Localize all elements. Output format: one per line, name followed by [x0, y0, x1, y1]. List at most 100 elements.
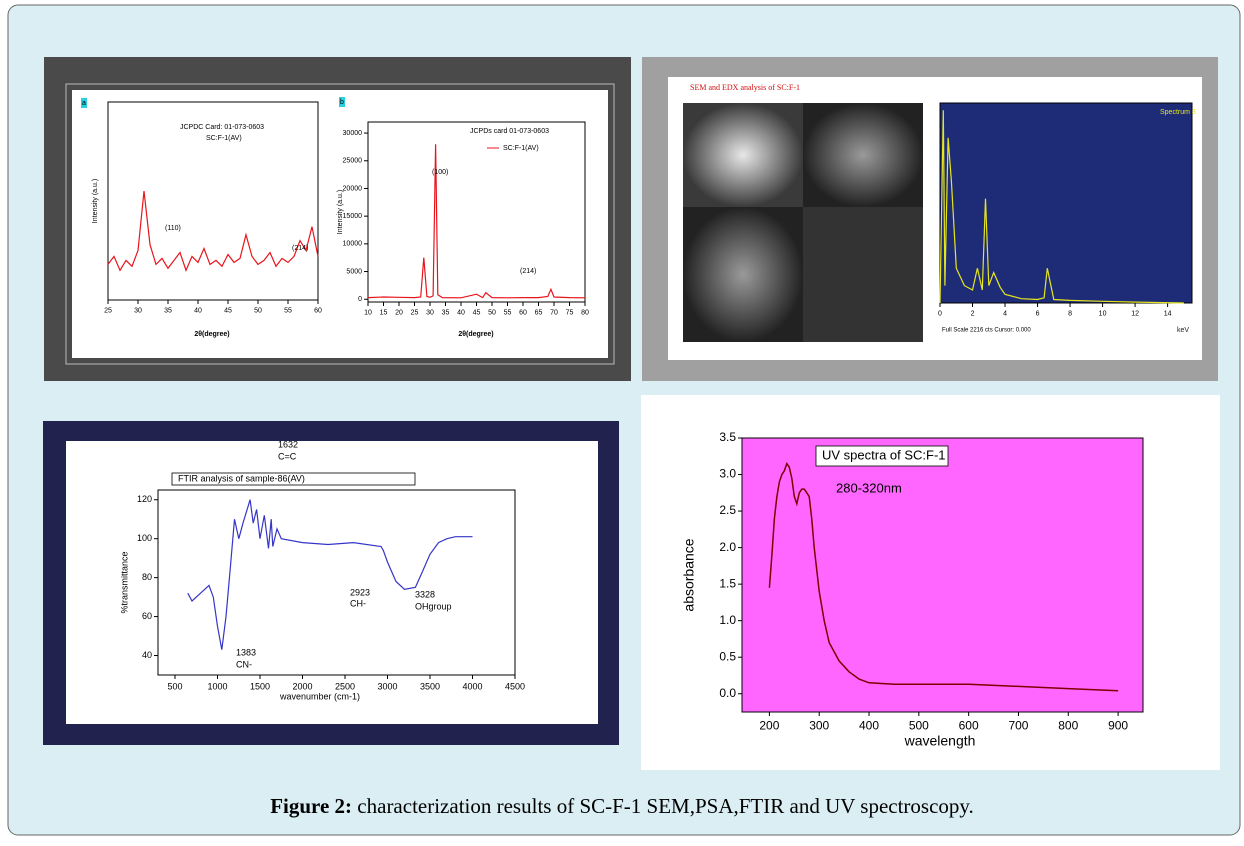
annotation: (214) [520, 268, 536, 275]
annotation: CN- [236, 659, 252, 669]
x-tick-label: 50 [488, 310, 496, 317]
panel-a-frame [65, 83, 615, 365]
annotation: JCPDC Card: 01-073-0603 [180, 124, 264, 131]
x-tick-label: 20 [395, 310, 403, 317]
legend-label: Spectrum 3 [1160, 109, 1196, 116]
x-tick-label: 2000 [292, 682, 312, 692]
y-axis-label: Intensity (a.u.) [92, 179, 99, 223]
x-tick-label: 12 [1131, 311, 1139, 318]
x-tick-label: 2500 [335, 682, 355, 692]
y-tick-label: 80 [142, 572, 152, 582]
y-tick-label: 30000 [343, 130, 363, 137]
x-tick-label: 35 [164, 308, 172, 315]
y-tick-label: 3.0 [719, 467, 736, 481]
x-tick-label: 10 [1099, 311, 1107, 318]
x-tick-label: 40 [457, 310, 465, 317]
sem-image [803, 103, 923, 207]
data-line [939, 110, 1184, 304]
annotation: 280-320nm [836, 480, 902, 495]
data-line [187, 499, 473, 650]
y-tick-label: 10000 [343, 241, 363, 248]
annotation: (110) [165, 225, 181, 232]
chart-title: FTIR analysis of sample-86(AV) [178, 473, 305, 483]
x-tick-label: 2 [971, 311, 975, 318]
y-tick-label: 2.5 [719, 503, 736, 517]
x-tick-label: 55 [504, 310, 512, 317]
x-tick-label: 70 [550, 310, 558, 317]
x-tick-label: 40 [194, 308, 202, 315]
data-line [768, 461, 1119, 692]
title-box [171, 472, 416, 486]
y-tick-label: 2.0 [719, 540, 736, 554]
x-tick-label: 55 [284, 308, 292, 315]
x-tick-label: 1500 [250, 682, 270, 692]
chart-title: UV spectra of SC:F-1 [822, 447, 946, 462]
x-tick-label: 0 [938, 311, 942, 318]
data-line [107, 191, 319, 272]
y-tick-label: 0.5 [719, 649, 736, 663]
y-axis-label: %transmittance [119, 551, 129, 613]
x-tick-label: 80 [581, 310, 589, 317]
annotation: OHgroup [415, 601, 452, 611]
annotation: (214) [292, 245, 308, 252]
y-tick-label: 15000 [343, 213, 363, 220]
y-tick-label: 0.0 [719, 686, 736, 700]
sem-image [803, 207, 923, 342]
x-tick-label: 30 [134, 308, 142, 315]
x-tick-label: 400 [859, 719, 879, 733]
plot-frame [157, 489, 516, 676]
x-tick-label: 500 [167, 682, 182, 692]
y-tick-label: 1.5 [719, 576, 736, 590]
panel-label-bg [81, 98, 87, 108]
legend-label: SC:F-1(AV) [503, 145, 539, 152]
x-tick-label: 3000 [377, 682, 397, 692]
x-tick-label: 4 [1003, 311, 1007, 318]
x-tick-label: 30 [426, 310, 434, 317]
y-tick-label: 40 [142, 650, 152, 660]
x-tick-label: 25 [411, 310, 419, 317]
x-axis-label: 2θ(degree) [194, 331, 229, 338]
y-tick-label: 25000 [343, 158, 363, 165]
title-box [815, 445, 949, 467]
x-tick-label: 8 [1068, 311, 1072, 318]
x-tick-label: 25 [104, 308, 112, 315]
y-tick-label: 20000 [343, 185, 363, 192]
data-line [367, 144, 586, 299]
x-tick-label: 6 [1036, 311, 1040, 318]
annotation: 2923 [350, 587, 370, 597]
annotation: 3328 [415, 589, 435, 599]
plot-frame [741, 437, 1144, 713]
caption-label: Figure 2: [270, 794, 352, 818]
annotation: 1383 [236, 647, 256, 657]
y-tick-label: 5000 [346, 268, 362, 275]
x-axis-label: wavenumber (cm-1) [279, 691, 360, 701]
x-tick-label: 700 [1008, 719, 1028, 733]
y-tick-label: 3.5 [719, 430, 736, 444]
panel-label: b [340, 99, 344, 106]
y-axis-label: Intensity (a.u.) [337, 190, 344, 234]
panel-label: a [82, 100, 86, 107]
annotation: CH- [350, 598, 366, 608]
annotation: SC:F-1(AV) [206, 135, 242, 142]
x-tick-label: 10 [364, 310, 372, 317]
chart-title: SEM and EDX analysis of SC:F-1 [690, 83, 800, 92]
x-axis-label: wavelength [904, 733, 976, 749]
x-tick-label: 75 [566, 310, 574, 317]
x-axis-label: 2θ(degree) [458, 331, 493, 338]
panel-a-inner [72, 90, 608, 358]
sem-image [683, 207, 803, 342]
y-tick-label: 60 [142, 611, 152, 621]
x-tick-label: 65 [535, 310, 543, 317]
plot-frame [107, 101, 319, 301]
x-tick-label: 4500 [505, 682, 525, 692]
x-axis-label: keV [1177, 327, 1189, 334]
annotation: JCPDs card 01-073-0603 [470, 128, 549, 135]
y-tick-label: 100 [137, 533, 152, 543]
x-tick-label: 45 [473, 310, 481, 317]
annotation: 1632 [278, 439, 298, 449]
x-tick-label: 600 [959, 719, 979, 733]
panel-c-inner [66, 441, 598, 724]
x-tick-label: 60 [314, 308, 322, 315]
x-tick-label: 1000 [207, 682, 227, 692]
x-tick-label: 50 [254, 308, 262, 315]
